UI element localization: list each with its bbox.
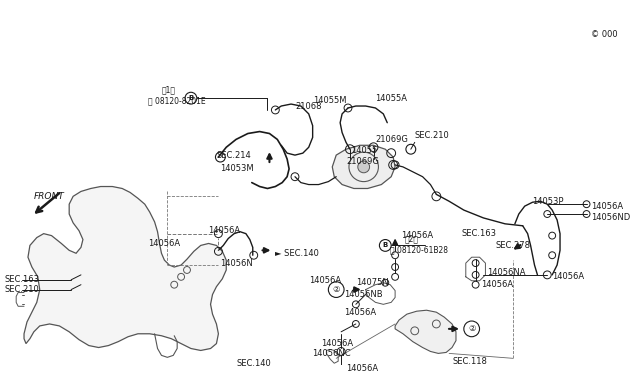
Text: B: B xyxy=(383,243,388,248)
Text: 14056NA: 14056NA xyxy=(488,269,526,278)
Text: ②: ② xyxy=(332,285,340,294)
Text: 14053P: 14053P xyxy=(532,197,564,206)
Circle shape xyxy=(464,321,479,337)
Text: 14056A: 14056A xyxy=(344,308,376,317)
Text: （1）: （1） xyxy=(161,86,175,95)
Text: 14056A: 14056A xyxy=(401,231,433,240)
Text: 14055M: 14055M xyxy=(313,96,346,105)
Text: 14056NB: 14056NB xyxy=(344,290,383,299)
Circle shape xyxy=(328,282,344,298)
Text: SEC.210: SEC.210 xyxy=(415,131,449,140)
Text: 14075N: 14075N xyxy=(356,278,388,287)
Text: 21068: 21068 xyxy=(295,102,321,110)
Text: SEC.140: SEC.140 xyxy=(236,359,271,368)
Text: 14056A: 14056A xyxy=(346,364,378,372)
Text: （2）: （2） xyxy=(405,234,419,243)
Text: SEC.118: SEC.118 xyxy=(452,357,487,366)
Text: 14056N: 14056N xyxy=(220,259,253,267)
Polygon shape xyxy=(395,310,456,353)
Text: SEC.210: SEC.210 xyxy=(4,285,39,294)
Circle shape xyxy=(380,240,391,251)
Text: 14055A: 14055A xyxy=(376,94,408,103)
Text: 14056A: 14056A xyxy=(481,280,514,289)
Polygon shape xyxy=(24,186,227,350)
Circle shape xyxy=(358,161,369,173)
Text: 14056A: 14056A xyxy=(148,239,180,248)
Text: 14056ND: 14056ND xyxy=(591,214,630,222)
Text: Ⓑ 08120-61B28: Ⓑ 08120-61B28 xyxy=(390,246,448,255)
Text: 14053M: 14053M xyxy=(220,164,254,173)
Text: © 000: © 000 xyxy=(591,30,618,39)
Text: ②: ② xyxy=(468,324,476,333)
Text: 21069G: 21069G xyxy=(346,157,379,167)
Text: SEC.214: SEC.214 xyxy=(216,151,251,160)
Text: 21069G: 21069G xyxy=(376,135,408,144)
Text: 14056A: 14056A xyxy=(209,226,241,235)
Text: 14056A: 14056A xyxy=(308,276,341,285)
Text: B: B xyxy=(188,95,193,101)
Text: 14056NC: 14056NC xyxy=(312,349,350,358)
Text: SEC.278: SEC.278 xyxy=(495,241,531,250)
Text: ► SEC.140: ► SEC.140 xyxy=(275,249,319,258)
Text: 14056A: 14056A xyxy=(321,339,354,348)
Text: 14056A: 14056A xyxy=(552,272,584,281)
Polygon shape xyxy=(332,145,395,189)
Text: Ⓑ 08120-8201E: Ⓑ 08120-8201E xyxy=(148,97,205,106)
Text: SEC.163: SEC.163 xyxy=(462,229,497,238)
Text: FRONT: FRONT xyxy=(34,192,65,201)
Text: SEC.163: SEC.163 xyxy=(4,275,40,284)
Text: 14056A: 14056A xyxy=(591,202,623,211)
Circle shape xyxy=(185,92,197,104)
Text: 14055: 14055 xyxy=(351,146,377,155)
